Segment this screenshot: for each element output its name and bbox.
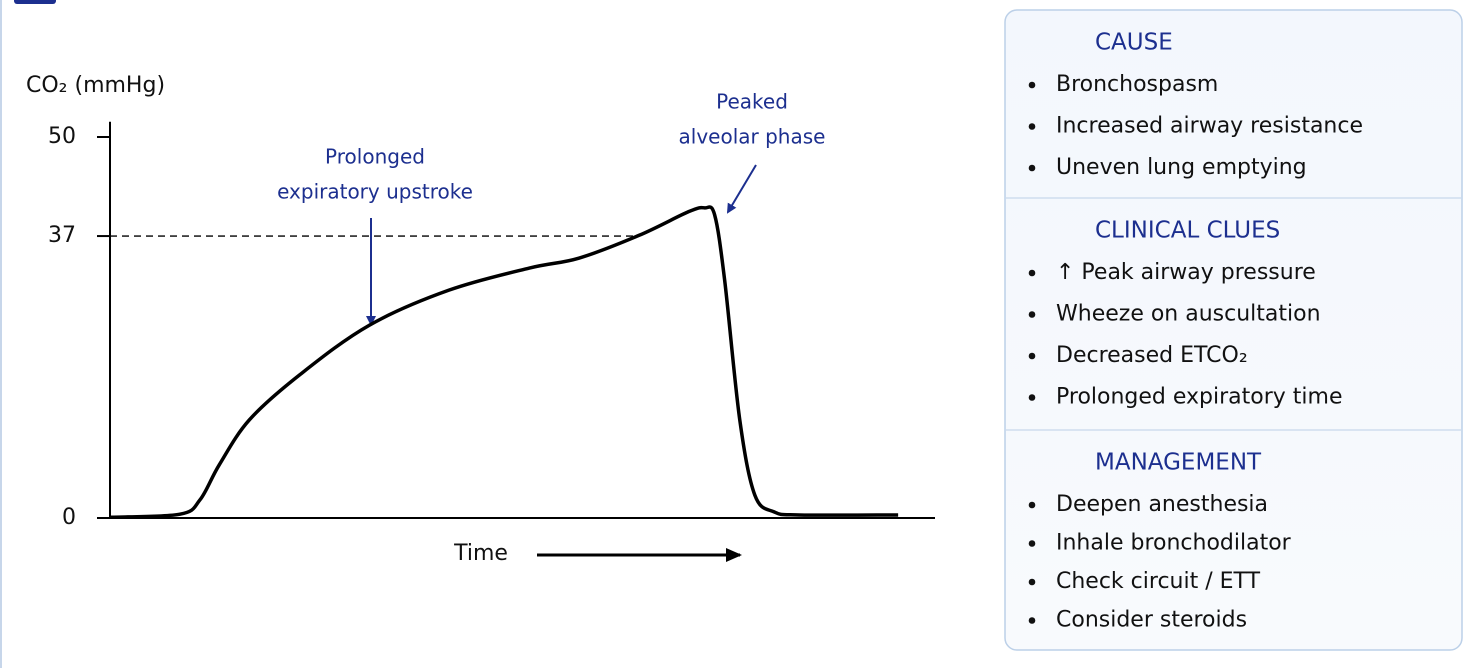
section-title: CAUSE	[1095, 30, 1173, 56]
annotation: Peaked	[716, 90, 788, 114]
bullet	[1028, 81, 1036, 89]
section-item: Wheeze on auscultation	[1056, 302, 1321, 327]
bullet	[1028, 164, 1036, 172]
section-item: Deepen anesthesia	[1056, 492, 1268, 517]
bullet	[1028, 123, 1036, 130]
capnogram-line	[110, 205, 899, 519]
section-item: Consider steroids	[1056, 608, 1247, 633]
badge	[14, 0, 56, 4]
y-tick-label: 50	[48, 124, 76, 149]
bullet	[1028, 352, 1036, 360]
bullet	[1028, 578, 1036, 586]
section-title: MANAGEMENT	[1095, 450, 1262, 476]
y-tick-label: 0	[62, 505, 76, 530]
bullet	[1028, 269, 1036, 277]
annotation-arrow	[726, 164, 757, 214]
section-item: Bronchospasm	[1056, 72, 1218, 97]
annotation: expiratory upstroke	[277, 180, 473, 204]
section-item: Decreased ETCO₂	[1056, 343, 1248, 368]
section-item: Check circuit / ETT	[1056, 569, 1261, 594]
section-item: Inhale bronchodilator	[1056, 531, 1292, 556]
bullet	[1028, 501, 1036, 509]
section-item: Increased airway resistance	[1056, 114, 1363, 139]
section-item: Uneven lung emptying	[1056, 155, 1307, 180]
side-panel	[1004, 9, 1463, 651]
x-axis-label: Time	[453, 541, 508, 566]
bullet	[1028, 311, 1036, 318]
annotation: Prolonged	[325, 145, 425, 169]
section-item: Prolonged expiratory time	[1056, 385, 1343, 410]
bullet	[1028, 617, 1036, 624]
annotation: alveolar phase	[679, 125, 826, 149]
y-tick-label: 37	[48, 223, 76, 248]
bullet	[1028, 540, 1036, 547]
y-axis-label: CO₂ (mmHg)	[26, 73, 165, 98]
section-item: ↑ Peak airway pressure	[1056, 260, 1316, 285]
bullet	[1028, 394, 1036, 401]
section-title: CLINICAL CLUES	[1095, 218, 1280, 244]
